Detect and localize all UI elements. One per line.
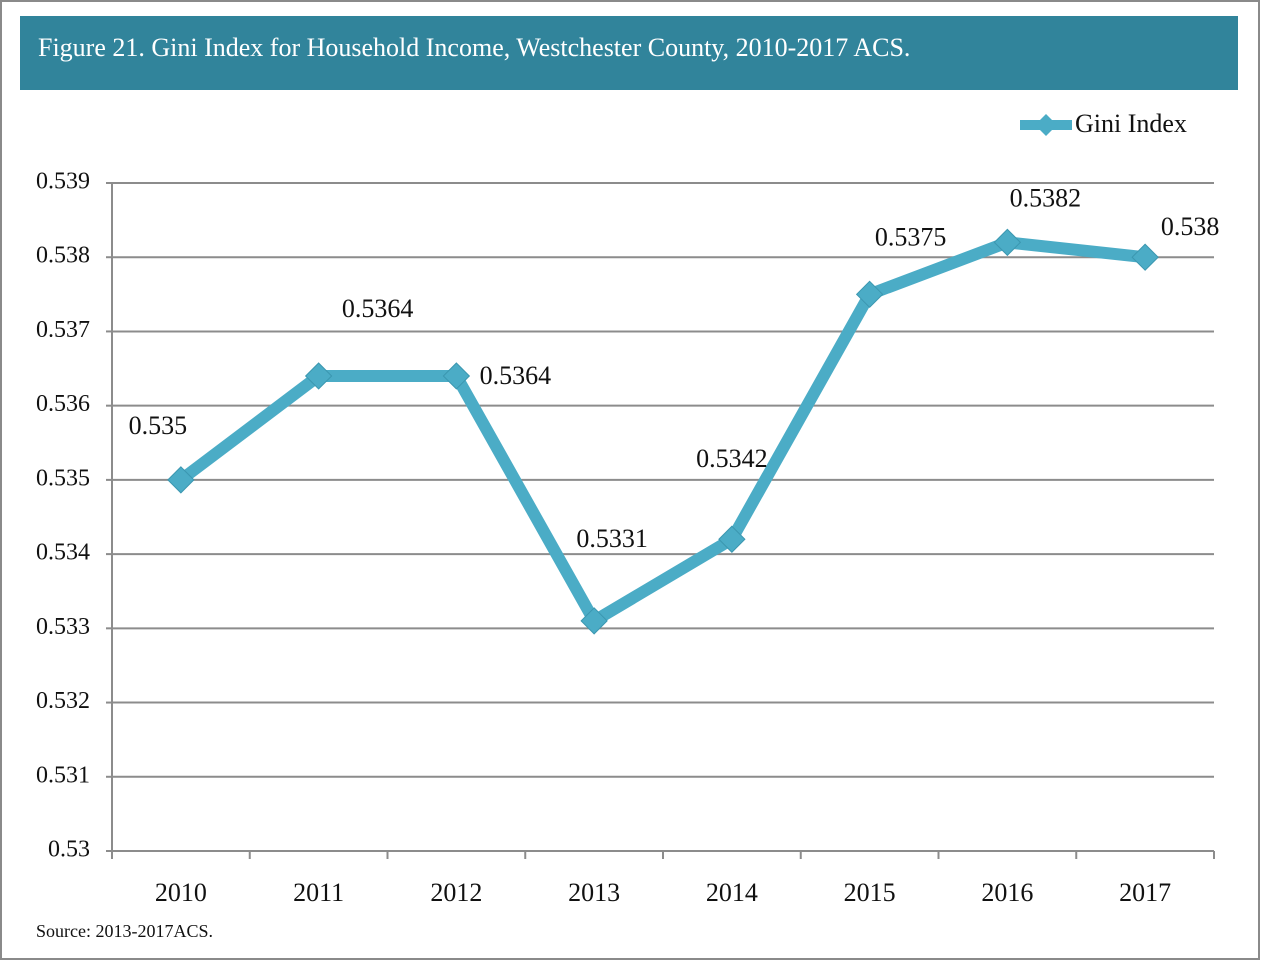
marker (442, 362, 471, 390)
x-tick-label: 2014 (706, 878, 758, 907)
y-tick-label: 0.538 (36, 243, 90, 269)
x-tick-label: 2010 (155, 878, 207, 907)
source: Source: 2013-2017ACS. (36, 921, 213, 941)
x-tick-label: 2017 (1119, 878, 1171, 907)
y-tick-label: 0.539 (36, 169, 90, 195)
series-line (177, 236, 1146, 627)
y-tick-label: 0.535 (36, 465, 90, 491)
y-tick-label: 0.53 (48, 837, 90, 863)
legend-marker (1035, 114, 1057, 136)
data-label: 0.5375 (875, 222, 947, 251)
marker (993, 228, 1022, 257)
title-banner (20, 16, 1238, 90)
data-label: 0.5364 (342, 294, 414, 323)
chart-title: Figure 21. Gini Index for Household Inco… (38, 33, 910, 62)
marker (304, 362, 333, 390)
x-tick-label: 2011 (293, 878, 344, 907)
data-label: 0.5342 (696, 444, 768, 473)
y-tick-label: 0.533 (36, 614, 90, 640)
data-label: 0.5364 (480, 361, 552, 390)
marker (855, 280, 884, 309)
marker (718, 525, 746, 553)
marker (580, 607, 608, 635)
marker (1131, 243, 1159, 271)
x-tick-label: 2015 (844, 878, 896, 907)
y-tick-label: 0.536 (36, 391, 90, 417)
y-tick-label: 0.534 (36, 540, 90, 566)
y-tick-label: 0.537 (36, 317, 90, 343)
marker (167, 466, 195, 494)
data-label: 0.535 (129, 411, 188, 440)
data-label: 0.5382 (1010, 183, 1082, 212)
data-label: 0.538 (1161, 212, 1220, 241)
x-tick-label: 2016 (981, 878, 1033, 907)
x-tick-label: 2013 (568, 878, 620, 907)
data-label: 0.5331 (576, 524, 648, 553)
y-tick-label: 0.531 (36, 762, 90, 788)
legend-label: Gini Index (1075, 109, 1187, 138)
y-tick-label: 0.532 (36, 688, 90, 714)
x-tick-label: 2012 (430, 878, 482, 907)
